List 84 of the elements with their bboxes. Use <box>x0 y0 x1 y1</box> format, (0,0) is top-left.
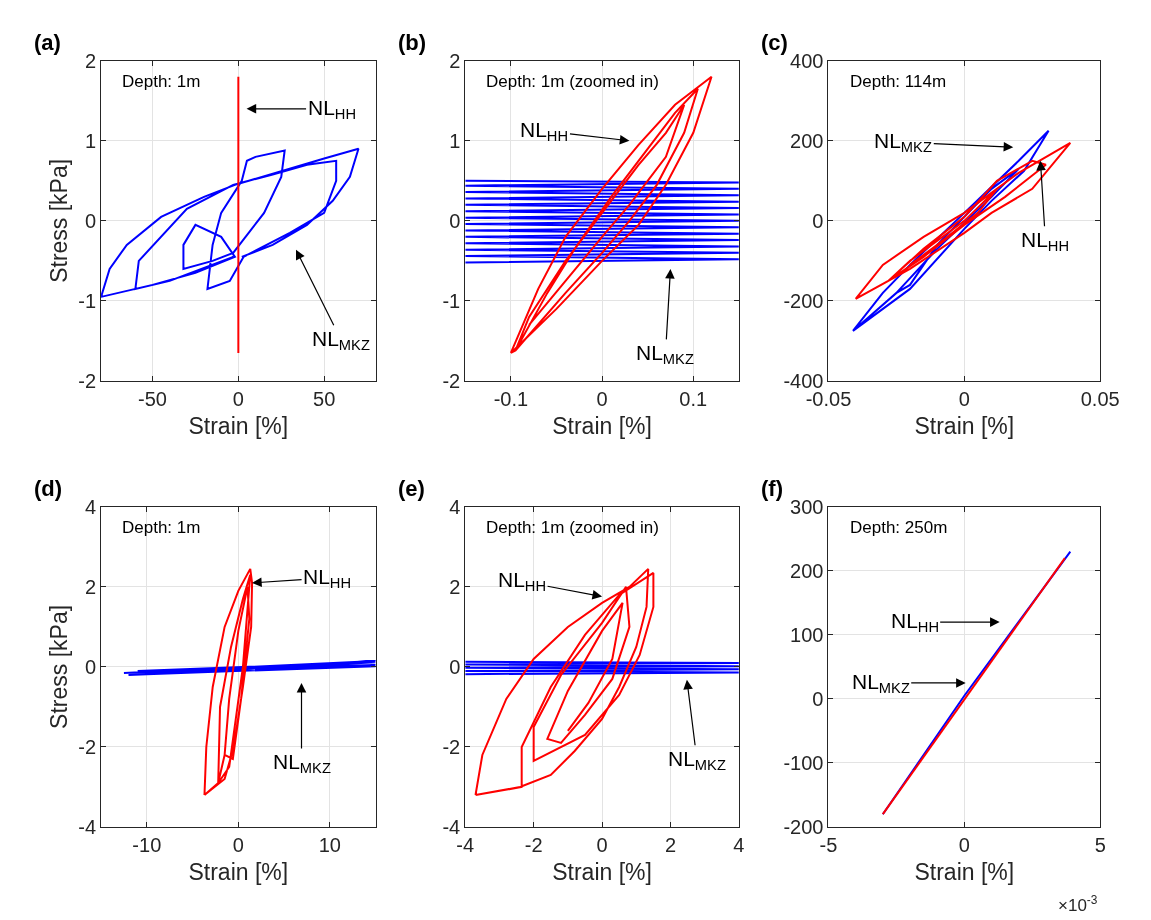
x-tick-label: 0 <box>596 387 608 410</box>
chart-title: (d) <box>34 476 63 501</box>
text: ×10$^{-3}$ <box>1058 893 1098 916</box>
x-tick-label: -50 <box>138 387 167 410</box>
x-axis-title: Strain [%] <box>914 858 1015 885</box>
y-tick-label: 2 <box>84 49 97 72</box>
y-tick-label: -200 <box>783 289 824 312</box>
annotation: Depth: 114m <box>850 72 947 91</box>
y-tick-label: -2 <box>442 369 461 392</box>
y-tick-label: 0 <box>449 655 461 678</box>
y-tick-label: 1 <box>84 129 97 152</box>
x-tick-label: 5 <box>1094 834 1106 857</box>
x-tick-label: 0 <box>596 834 608 857</box>
y-tick-label: 0 <box>812 687 824 710</box>
y-tick-label: 2 <box>84 575 97 598</box>
y-tick-label: 200 <box>790 129 824 152</box>
y-tick-label: 2 <box>449 49 461 72</box>
annotation: Depth: 1m <box>122 72 201 91</box>
y-tick-label: -2 <box>78 369 97 392</box>
x-tick-label: 0 <box>958 387 970 410</box>
annotation: NL$_{MKZ}$ <box>312 327 370 354</box>
chart-title: (c) <box>761 30 788 55</box>
x-tick-label: 0 <box>958 834 970 857</box>
annotation: Depth: 250m <box>850 518 948 537</box>
y-tick-label: -2 <box>442 735 461 758</box>
y-axis-title: Stress [kPa] <box>45 604 72 729</box>
annotation: Depth: 1m <box>122 518 201 537</box>
y-tick-label: -100 <box>783 751 824 774</box>
annotation: NL$_{HH}$ <box>1021 228 1070 255</box>
y-tick-label: 100 <box>790 623 824 646</box>
x-axis-title: Strain [%] <box>188 412 289 439</box>
y-tick-label: 4 <box>449 495 461 518</box>
annotation: Depth: 1m (zoomed in) <box>486 518 659 537</box>
annotation: NL$_{HH}$ <box>891 609 940 636</box>
y-tick-label: 0 <box>812 209 824 232</box>
line-series <box>474 567 655 796</box>
y-tick-label: 200 <box>790 559 824 582</box>
y-tick-label: 0 <box>449 209 461 232</box>
chart-title: (b) <box>398 30 427 55</box>
annotation: Depth: 1m (zoomed in) <box>486 72 659 91</box>
line-series <box>465 660 739 676</box>
x-tick-label: -0.1 <box>493 387 529 410</box>
x-tick-label: 50 <box>313 387 336 410</box>
annotation: NL$_{HH}$ <box>303 565 352 592</box>
annotation: NL$_{HH}$ <box>308 96 357 123</box>
x-tick-label: 10 <box>318 834 341 857</box>
x-axis-title: Strain [%] <box>914 412 1015 439</box>
y-tick-label: -4 <box>78 816 97 839</box>
x-tick-label: 2 <box>664 834 677 857</box>
x-tick-label: -10 <box>132 834 162 857</box>
x-axis-title: Strain [%] <box>552 412 652 439</box>
annotation: NL$_{MKZ}$ <box>874 129 932 156</box>
chart-title: (e) <box>398 476 425 501</box>
y-tick-label: -4 <box>442 816 461 839</box>
line-series <box>101 147 360 298</box>
y-tick-label: 300 <box>790 495 824 518</box>
x-axis-title: Strain [%] <box>552 858 652 885</box>
annotation: NL$_{HH}$ <box>498 568 547 595</box>
y-tick-label: -2 <box>78 735 97 758</box>
y-tick-label: -1 <box>442 289 461 312</box>
x-axis-title: Strain [%] <box>188 858 289 885</box>
y-tick-label: -1 <box>78 289 97 312</box>
line-series <box>122 659 376 676</box>
y-tick-label: 4 <box>84 495 97 518</box>
y-tick-label: 1 <box>449 129 461 152</box>
x-tick-label: -2 <box>524 834 543 857</box>
y-tick-label: 0 <box>84 655 97 678</box>
x-tick-label: 4 <box>733 834 745 857</box>
chart-title: (a) <box>34 30 61 55</box>
y-tick-label: 0 <box>84 209 97 232</box>
y-tick-label: 400 <box>790 49 824 72</box>
line-series <box>465 179 739 264</box>
chart-title: (f) <box>761 476 783 501</box>
x-tick-label: 0 <box>232 834 244 857</box>
annotation: NL$_{MKZ}$ <box>668 747 726 774</box>
annotation: NL$_{MKZ}$ <box>636 341 694 368</box>
y-tick-label: 2 <box>449 575 461 598</box>
x-tick-label: 0.1 <box>679 387 708 410</box>
annotation: NL$_{MKZ}$ <box>273 750 331 777</box>
x-tick-label: 0.05 <box>1080 387 1120 410</box>
annotation: NL$_{MKZ}$ <box>852 670 910 697</box>
x-tick-label: 0 <box>232 387 244 410</box>
y-axis-title: Stress [kPa] <box>45 158 72 283</box>
annotation: NL$_{HH}$ <box>520 118 569 145</box>
